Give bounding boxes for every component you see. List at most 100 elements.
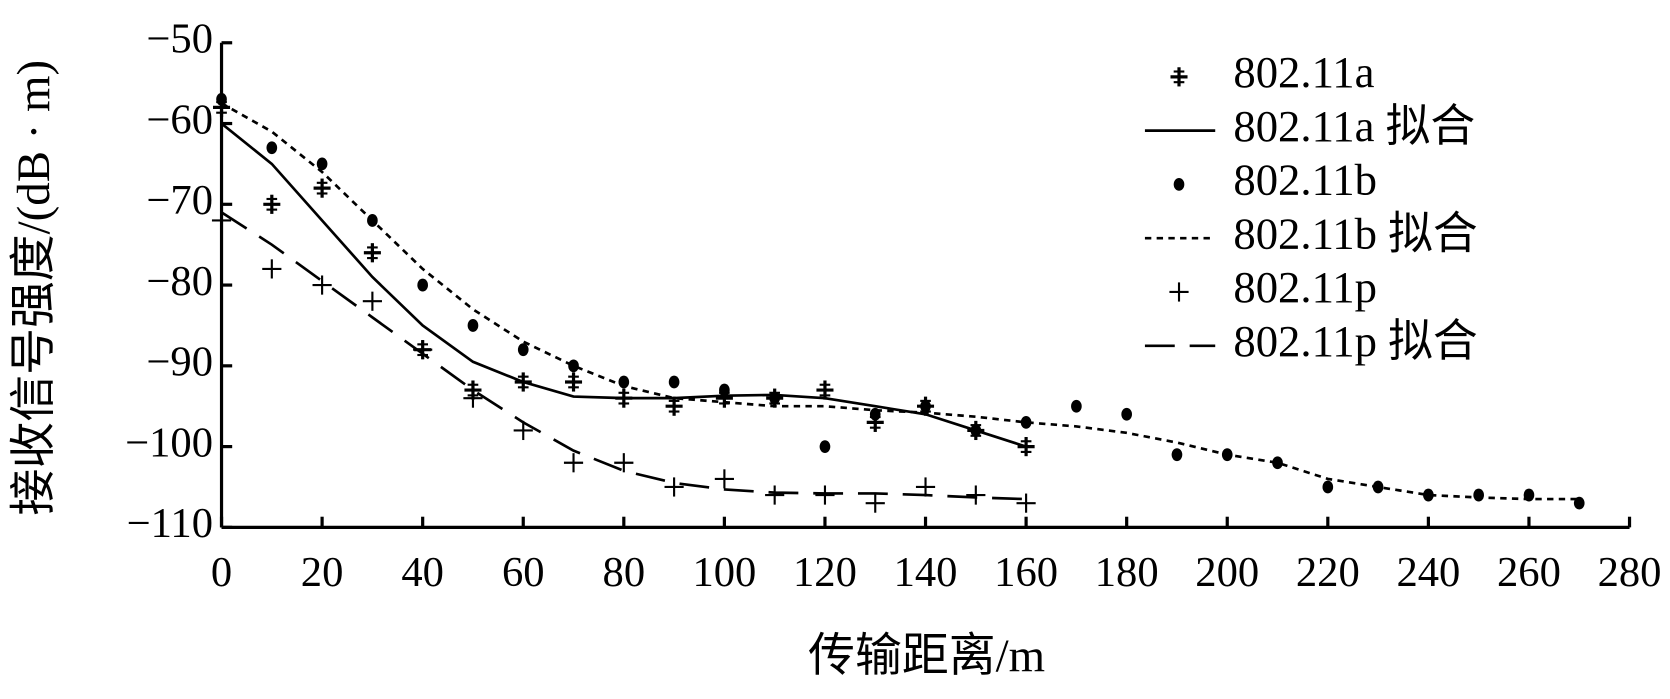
marker-part [1272,456,1283,470]
marker [417,278,428,292]
y-tick-label: −50 [146,16,213,63]
x-tick-label: 180 [1095,549,1159,596]
marker [1171,448,1183,462]
marker [765,485,785,505]
x-tick-label: 240 [1396,549,1460,596]
marker [467,319,479,332]
marker [316,157,328,171]
marker-part [517,343,529,357]
x-tick-label: 0 [211,549,232,596]
marker-part [1171,448,1183,462]
marker [668,375,680,389]
y-tick-label: −90 [146,339,213,386]
legend-label: 802.11b [1233,155,1377,205]
marker-part [970,424,982,437]
marker [563,453,584,473]
x-tick-label: 220 [1296,549,1360,596]
marker-part [266,141,278,155]
marker-part [819,440,831,453]
marker [865,493,885,513]
x-tick-label: 40 [401,549,444,596]
marker [719,383,730,397]
marker [1071,399,1082,413]
x-tick-label: 160 [994,549,1058,596]
marker [664,477,684,497]
fit-line [220,211,1027,501]
y-tick-label: −60 [146,96,213,143]
legend-label: 802.11b 拟合 [1233,208,1477,258]
marker-part [216,92,227,106]
marker [1423,488,1434,502]
marker-part [1020,415,1032,429]
marker [614,453,634,473]
x-tick-label: 280 [1598,549,1662,596]
marker [816,380,834,400]
marker [216,92,227,106]
marker-part [568,359,579,373]
marker [1272,456,1283,470]
x-tick-label: 140 [894,549,958,596]
marker-part [1322,480,1334,494]
marker-part [467,319,479,332]
marker [517,343,529,357]
marker [966,485,986,505]
marker [1020,415,1032,429]
legend-marker [1173,178,1185,191]
fit-line [220,102,1580,501]
marker-part [1473,488,1484,502]
marker-part [417,278,428,292]
y-axis-title: 接收信号强度/(dB · m) [8,60,60,516]
legend-label: 802.11a [1233,47,1374,97]
marker [262,259,282,279]
marker [263,194,281,214]
y-tick-label: −80 [146,258,213,305]
marker [211,210,232,231]
marker [915,477,936,497]
y-tick-label: −100 [125,419,213,466]
marker [312,275,332,295]
x-tick-label: 60 [502,549,545,596]
x-tick-label: 80 [603,549,646,596]
marker [714,469,734,489]
marker-part [1071,399,1082,413]
marker [1121,407,1132,421]
marker-part [920,399,931,413]
marker [815,485,835,505]
marker [665,396,683,416]
marker-part [1423,488,1434,502]
x-tick-label: 120 [793,549,857,596]
marker [1473,488,1484,502]
marker [568,359,579,373]
x-tick-label: 20 [301,549,344,596]
x-tick-label: 200 [1195,549,1259,596]
y-tick-label: −70 [146,177,213,224]
legend-label: 802.11p [1233,262,1377,312]
x-axis-title: 传输距离/m [808,630,1045,682]
fit-line [220,122,1027,448]
legend-label: 802.11a 拟合 [1233,101,1475,151]
marker-part [719,383,730,397]
marker [565,372,583,392]
marker-part [1173,178,1185,191]
marker [819,440,831,453]
marker [463,388,483,408]
marker-part [769,391,780,405]
marker [313,178,331,198]
marker [920,399,931,413]
marker [266,141,278,155]
marker [769,391,780,405]
marker [1016,493,1036,513]
x-tick-label: 260 [1497,549,1561,596]
x-tick-label: 100 [692,549,756,596]
legend-marker [1169,282,1189,302]
legend-marker [1170,67,1188,87]
marker [970,424,982,437]
marker-part [668,375,680,389]
marker [513,420,533,441]
marker-part [1121,407,1132,421]
legend-label: 802.11p 拟合 [1233,316,1477,366]
y-tick-label: −110 [127,500,213,547]
marker [362,291,382,311]
